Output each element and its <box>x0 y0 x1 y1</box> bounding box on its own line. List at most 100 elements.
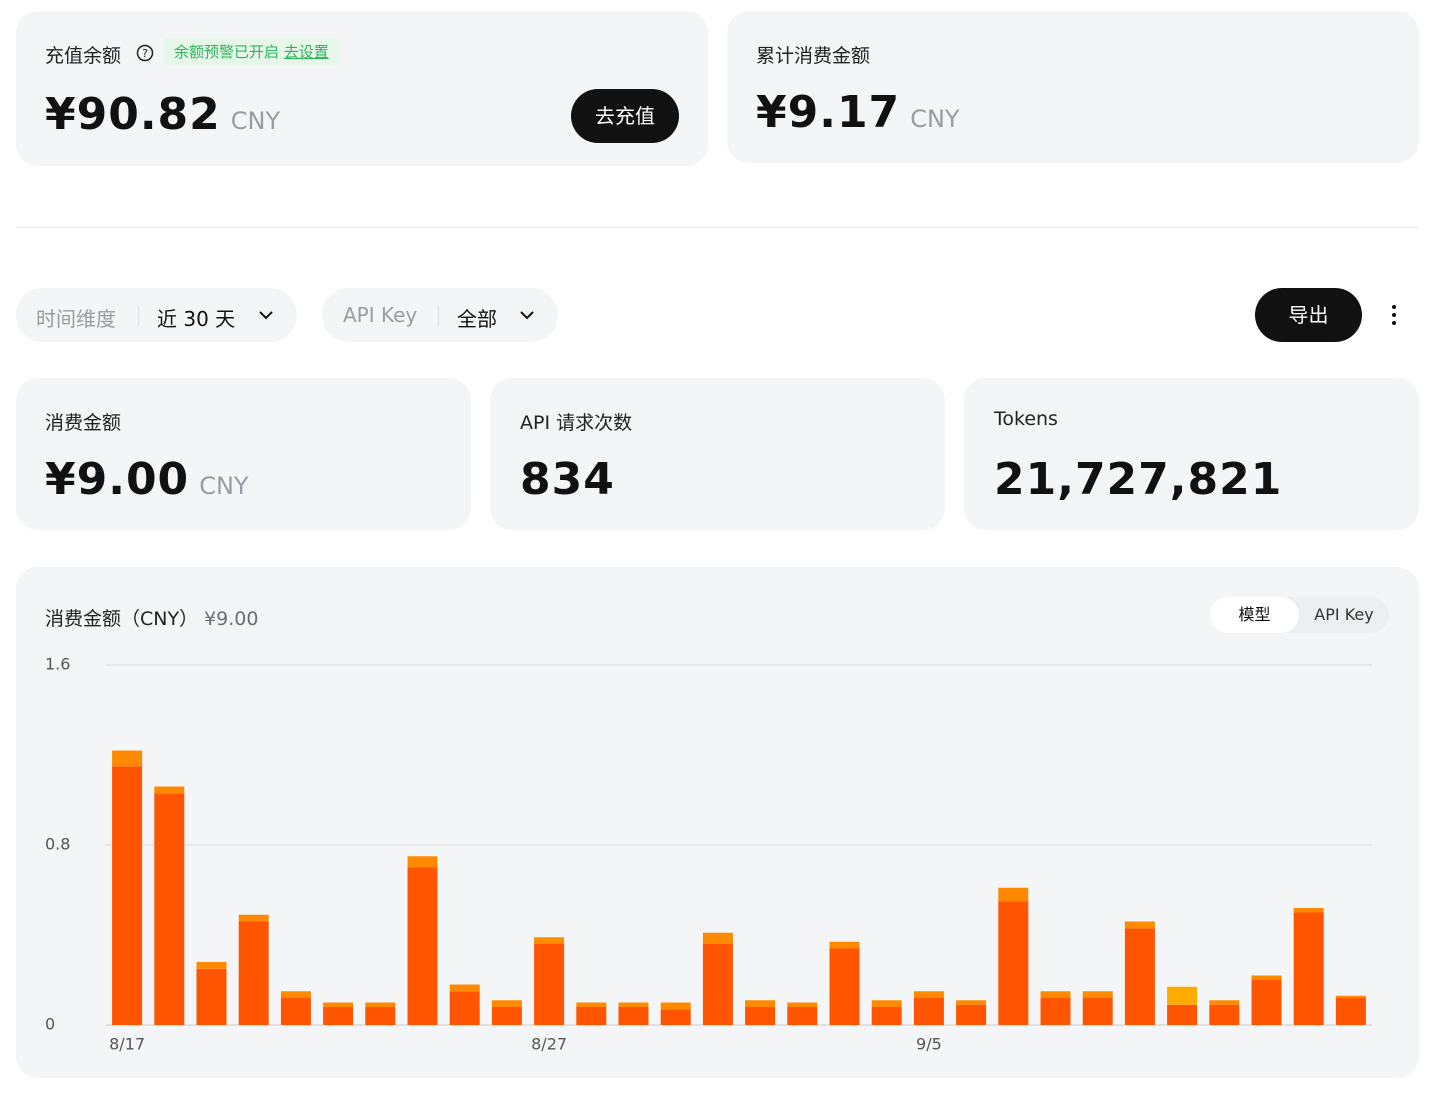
bar-segment <box>1209 1004 1240 1025</box>
bar-segment <box>1251 980 1282 1025</box>
bar-segment <box>1209 1000 1240 1005</box>
amount: ¥9.17 <box>756 87 901 138</box>
balance-amount: ¥90.82 CNY <box>45 89 280 140</box>
bar-segment <box>491 1000 522 1007</box>
value: ¥9.00 <box>45 454 190 505</box>
balance-label: 充值余额 <box>45 45 122 67</box>
bar-segment <box>112 766 143 1025</box>
bar-segment <box>998 887 1029 902</box>
stat-value: 834 <box>520 454 615 505</box>
bar-segment <box>660 1002 691 1010</box>
filter-value: 近 30 天 <box>157 307 236 331</box>
separator <box>138 306 139 326</box>
total-card: 累计消费金额 ¥9.17 CNY <box>727 11 1419 163</box>
export-button[interactable]: 导出 <box>1255 288 1362 342</box>
bar-segment <box>323 1002 354 1007</box>
alert-text: 余额预警已开启 <box>174 43 280 61</box>
stat-card: API 请求次数 834 <box>490 378 945 530</box>
bar-segment <box>196 962 227 969</box>
toggle-option-active[interactable]: 模型 <box>1210 597 1299 633</box>
bar-segment <box>154 793 185 1025</box>
bar-segment <box>407 856 438 868</box>
stat-value: 21,727,821 <box>994 454 1283 505</box>
help-icon[interactable]: ? <box>136 44 154 62</box>
title: 消费金额（CNY） <box>45 608 199 630</box>
total-amount: ¥9.17 CNY <box>756 87 960 138</box>
balance-card: 充值余额 ? 余额预警已开启 去设置 ¥90.82 CNY 去充值 <box>16 11 708 166</box>
bar-segment <box>238 921 269 1025</box>
alert-badge: 余额预警已开启 去设置 <box>164 38 339 65</box>
bar-segment <box>702 944 733 1025</box>
bar-segment <box>745 1000 776 1007</box>
stat-card: 消费金额 ¥9.00 CNY <box>16 378 471 530</box>
chevron <box>520 311 534 320</box>
bar-segment <box>1082 998 1113 1025</box>
bar-segment <box>365 1002 396 1007</box>
unit: CNY <box>199 472 249 500</box>
bar-segment <box>787 1007 818 1025</box>
time-filter[interactable]: 时间维度 近 30 天 <box>16 288 297 342</box>
bar-segment <box>913 998 944 1025</box>
bar-segment <box>196 968 227 1025</box>
bar-segment <box>154 786 185 794</box>
svg-text:?: ? <box>142 47 148 60</box>
bar-segment <box>1335 995 1366 998</box>
alert-link[interactable]: 去设置 <box>283 43 329 61</box>
x-tick-label: 8/17 <box>109 1035 145 1054</box>
bar-segment <box>280 998 311 1025</box>
bar-segment <box>449 984 480 992</box>
bar-segment <box>534 944 565 1025</box>
bar-segment <box>702 932 733 944</box>
divider <box>16 227 1419 228</box>
amount: ¥90.82 <box>45 89 221 140</box>
bar-segment <box>1335 998 1366 1025</box>
total-label: 累计消费金额 <box>756 45 871 67</box>
bar-segment <box>407 867 438 1025</box>
recharge-button[interactable]: 去充值 <box>571 89 679 143</box>
currency: CNY <box>910 105 960 133</box>
bar-segment <box>1251 975 1282 980</box>
bar-segment <box>745 1007 776 1025</box>
filter-label: API Key <box>343 303 418 327</box>
bar-segment <box>913 991 944 998</box>
bar-segment <box>871 1007 902 1025</box>
bar-segment <box>1293 908 1324 913</box>
y-tick-label: 0 <box>45 1015 55 1034</box>
bar-segment <box>534 937 565 944</box>
bar-segment <box>829 948 860 1025</box>
bar-segment <box>576 1002 607 1007</box>
more-menu[interactable] <box>1386 303 1402 327</box>
stat-card: Tokens 21,727,821 <box>964 378 1419 530</box>
stat-label: API 请求次数 <box>520 412 633 434</box>
apikey-filter[interactable]: API Key 全部 <box>322 288 558 342</box>
bar-segment <box>618 1007 649 1025</box>
bar-segment <box>956 1000 987 1005</box>
bar-segment <box>1293 912 1324 1025</box>
bar-segment <box>449 991 480 1025</box>
chevron <box>259 311 273 320</box>
bar-segment <box>323 1007 354 1025</box>
bar-segment <box>1167 986 1198 1005</box>
chart-title: 消费金额（CNY） ¥9.00 <box>45 604 259 631</box>
stat-label: 消费金额 <box>45 412 122 434</box>
bar-segment <box>576 1007 607 1025</box>
stat-label: Tokens <box>994 408 1058 430</box>
bar-segment <box>112 750 143 767</box>
bar-segment <box>280 991 311 998</box>
bar-segment <box>1167 1004 1198 1025</box>
bar-segment <box>618 1002 649 1007</box>
bar-segment <box>1124 921 1155 929</box>
y-tick-label: 1.6 <box>45 655 70 674</box>
toggle-option[interactable]: API Key <box>1314 605 1374 624</box>
bar-segment <box>1124 928 1155 1025</box>
y-tick-label: 0.8 <box>45 835 70 854</box>
toggle: 模型 API Key <box>1210 597 1389 633</box>
bar-segment <box>787 1002 818 1007</box>
chart-subtitle: ¥9.00 <box>204 608 259 630</box>
bar-segment <box>1040 998 1071 1025</box>
bar-segment <box>956 1004 987 1025</box>
bar-segment <box>1040 991 1071 998</box>
bar-segment <box>998 901 1029 1025</box>
